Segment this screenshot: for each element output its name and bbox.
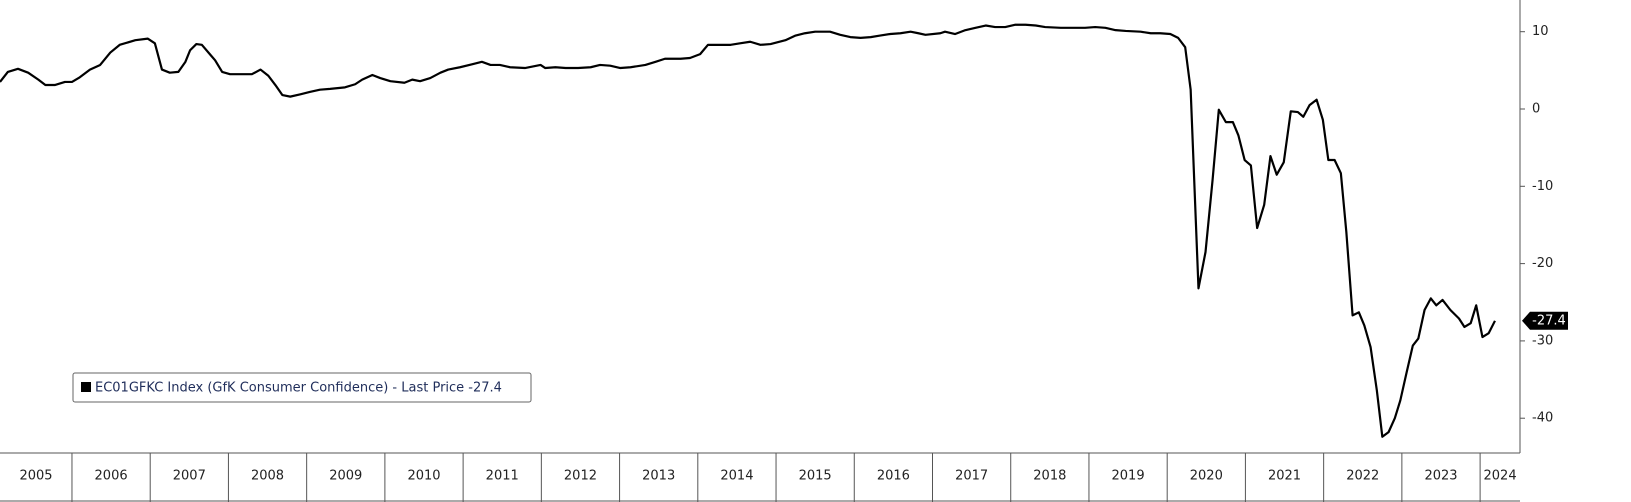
last-price-label: -27.4 [1532,313,1566,328]
x-tick-label: 2017 [955,469,988,484]
x-tick-label: 2015 [799,469,832,484]
y-tick-label: -40 [1532,411,1553,426]
x-tick-label: 2019 [1112,469,1145,484]
legend-swatch [81,382,91,392]
y-tick-label: -30 [1532,333,1553,348]
x-tick-label: 2018 [1033,469,1066,484]
x-tick-label: 2024 [1484,469,1517,484]
y-tick-label: -10 [1532,179,1553,194]
legend-label: EC01GFKC Index (GfK Consumer Confidence)… [95,381,502,396]
y-tick-label: 0 [1532,101,1540,116]
x-tick-label: 2005 [19,469,52,484]
legend: EC01GFKC Index (GfK Consumer Confidence)… [72,372,532,403]
y-tick-label: -20 [1532,256,1553,271]
last-price-tag: -27.4 [1522,311,1568,330]
x-tick-label: 2009 [329,469,362,484]
last-price-marker [1522,311,1568,330]
x-tick-label: 2020 [1190,469,1223,484]
x-tick-label: 2021 [1268,469,1301,484]
line-series [0,23,1496,438]
x-tick-label: 2012 [564,469,597,484]
legend-box [72,372,532,403]
x-tick-label: 2011 [486,469,519,484]
x-tick-label: 2010 [407,469,440,484]
x-tick-label: 2008 [251,469,284,484]
x-tick-label: 2006 [95,469,128,484]
x-tick-label: 2023 [1424,469,1457,484]
x-tick-label: 2007 [173,469,206,484]
x-tick-label: 2022 [1346,469,1379,484]
x-tick-label: 2016 [877,469,910,484]
y-tick-label: 10 [1532,24,1549,39]
x-tick-label: 2013 [642,469,675,484]
x-tick-label: 2014 [720,469,753,484]
